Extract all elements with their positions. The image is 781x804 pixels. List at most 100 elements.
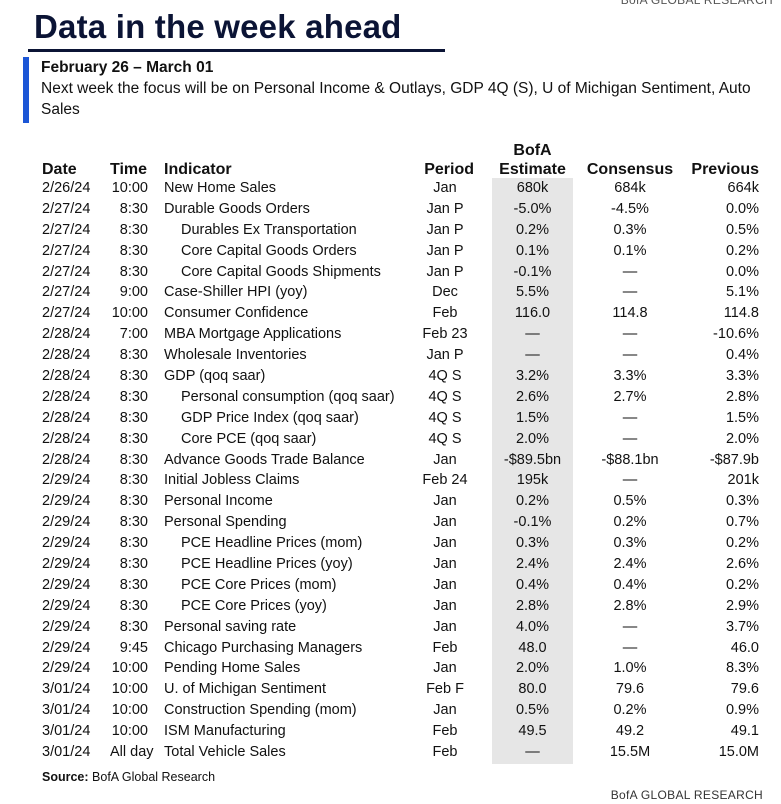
row-period: 4Q S [428, 430, 462, 447]
row-previous: 0.9% [725, 702, 759, 719]
row-period: Jan [433, 493, 457, 510]
row-consensus: -$88.1bn [601, 451, 659, 468]
row-indicator: PCE Core Prices (mom) [181, 576, 337, 593]
row-estimate: 0.3% [515, 535, 550, 552]
row-previous: 2.8% [725, 388, 759, 405]
row-estimate: 2.0% [515, 660, 550, 677]
row-consensus: 0.1% [613, 242, 647, 259]
table-row: 2/29/24 9:45 Chicago Purchasing Managers Fe… [0, 638, 781, 659]
row-consensus: — [622, 409, 638, 426]
row-indicator: Chicago Purchasing Managers [164, 639, 363, 656]
header-estimate: BofA Estimate [492, 141, 573, 179]
row-indicator: Core Capital Goods Shipments [181, 263, 381, 280]
header-previous: Previous [691, 161, 759, 178]
row-indicator: PCE Headline Prices (yoy) [181, 556, 353, 573]
row-previous: -$87.9b [709, 451, 759, 468]
row-previous: 15.0M [718, 744, 759, 761]
table-row: 2/28/24 7:00 MBA Mortgage Applications Feb … [0, 324, 781, 345]
row-consensus: 15.5M [609, 744, 651, 761]
row-estimate: -0.1% [513, 514, 552, 531]
row-indicator: Consumer Confidence [164, 305, 309, 322]
row-estimate: 2.4% [515, 556, 550, 573]
row-time: 10:00 [111, 305, 148, 322]
row-date: 2/28/24 [42, 451, 91, 468]
row-previous: 3.7% [725, 618, 759, 635]
header-date: Date [42, 161, 77, 178]
header-consensus: Consensus [586, 161, 674, 178]
row-time: 8:30 [119, 347, 148, 364]
row-consensus: — [622, 430, 638, 447]
row-estimate: — [525, 326, 540, 343]
row-date: 2/28/24 [42, 368, 91, 385]
row-consensus: — [622, 284, 638, 301]
row-estimate: 49.5 [518, 723, 547, 740]
row-date: 2/29/24 [42, 493, 91, 510]
row-date: 2/29/24 [42, 618, 91, 635]
row-time: 10:00 [111, 180, 148, 196]
row-consensus: 3.3% [613, 368, 647, 385]
row-time: 8:30 [119, 368, 148, 385]
row-date: 2/29/24 [42, 639, 91, 656]
row-date: 3/01/24 [42, 723, 91, 740]
row-date: 2/27/24 [42, 221, 91, 238]
row-previous: 0.3% [725, 493, 759, 510]
row-estimate: 0.2% [515, 221, 550, 238]
source-note: Source: BofA Global Research [42, 770, 215, 784]
row-estimate: 2.6% [515, 388, 550, 405]
table-row: 3/01/24 10:00 Construction Spending (mom) J… [0, 700, 781, 721]
row-previous: 79.6 [730, 681, 759, 698]
row-previous: 2.9% [725, 597, 759, 614]
week-range: February 26 – March 01 [41, 59, 214, 76]
row-previous: 0.2% [725, 576, 759, 593]
row-period: Jan P [426, 263, 464, 280]
row-previous: 664k [727, 180, 759, 196]
header-period: Period [424, 161, 474, 178]
row-period: Jan [433, 702, 457, 719]
row-previous: 1.5% [725, 409, 759, 426]
row-time: 8:30 [119, 597, 148, 614]
row-indicator: Initial Jobless Claims [164, 472, 300, 489]
table-row: 2/27/24 8:30 Core Capital Goods Shipments J… [0, 262, 781, 283]
row-indicator: Personal Income [164, 493, 273, 510]
row-consensus: -4.5% [611, 200, 649, 217]
row-time: 8:30 [119, 451, 148, 468]
row-consensus: 79.6 [615, 681, 645, 698]
row-period: Jan P [426, 347, 464, 364]
row-time: 8:30 [119, 493, 148, 510]
row-time: 8:30 [119, 409, 148, 426]
row-date: 2/27/24 [42, 263, 91, 280]
row-consensus: 0.3% [613, 221, 647, 238]
row-consensus: — [622, 263, 638, 280]
brand-bottom: BofA GLOBAL RESEARCH [610, 788, 763, 802]
row-period: Jan [433, 556, 457, 573]
row-period: Jan [433, 597, 457, 614]
row-estimate: 48.0 [518, 639, 547, 656]
row-indicator: GDP Price Index (qoq saar) [181, 409, 359, 426]
row-time: 8:30 [119, 263, 148, 280]
row-date: 2/27/24 [42, 305, 91, 322]
row-indicator: Total Vehicle Sales [164, 744, 286, 761]
header-time: Time [110, 161, 148, 178]
estimate-column-shade [492, 178, 573, 764]
row-indicator: Durables Ex Transportation [181, 221, 357, 238]
row-previous: 2.6% [725, 556, 759, 573]
row-previous: 49.1 [730, 723, 759, 740]
row-consensus: 2.8% [613, 597, 647, 614]
row-consensus: — [622, 618, 638, 635]
row-period: 4Q S [428, 409, 462, 426]
row-previous: -10.6% [713, 326, 759, 343]
table-row: 2/28/24 8:30 Wholesale Inventories Jan P — — 0… [0, 345, 781, 366]
row-date: 2/27/24 [42, 200, 91, 217]
row-indicator: PCE Headline Prices (mom) [181, 535, 363, 552]
row-date: 2/29/24 [42, 597, 91, 614]
row-indicator: MBA Mortgage Applications [164, 326, 342, 343]
row-previous: 2.0% [725, 430, 759, 447]
table-row: 2/27/24 10:00 Consumer Confidence Feb 116.0 1… [0, 303, 781, 324]
row-date: 3/01/24 [42, 744, 91, 761]
focus-text: Next week the focus will be on Personal … [41, 80, 751, 118]
row-time: 8:30 [119, 576, 148, 593]
table-row: 2/29/24 8:30 PCE Headline Prices (mom) Jan 0… [0, 533, 781, 554]
row-period: Dec [432, 284, 458, 301]
row-period: Feb [432, 305, 458, 322]
row-time: 8:30 [119, 388, 148, 405]
